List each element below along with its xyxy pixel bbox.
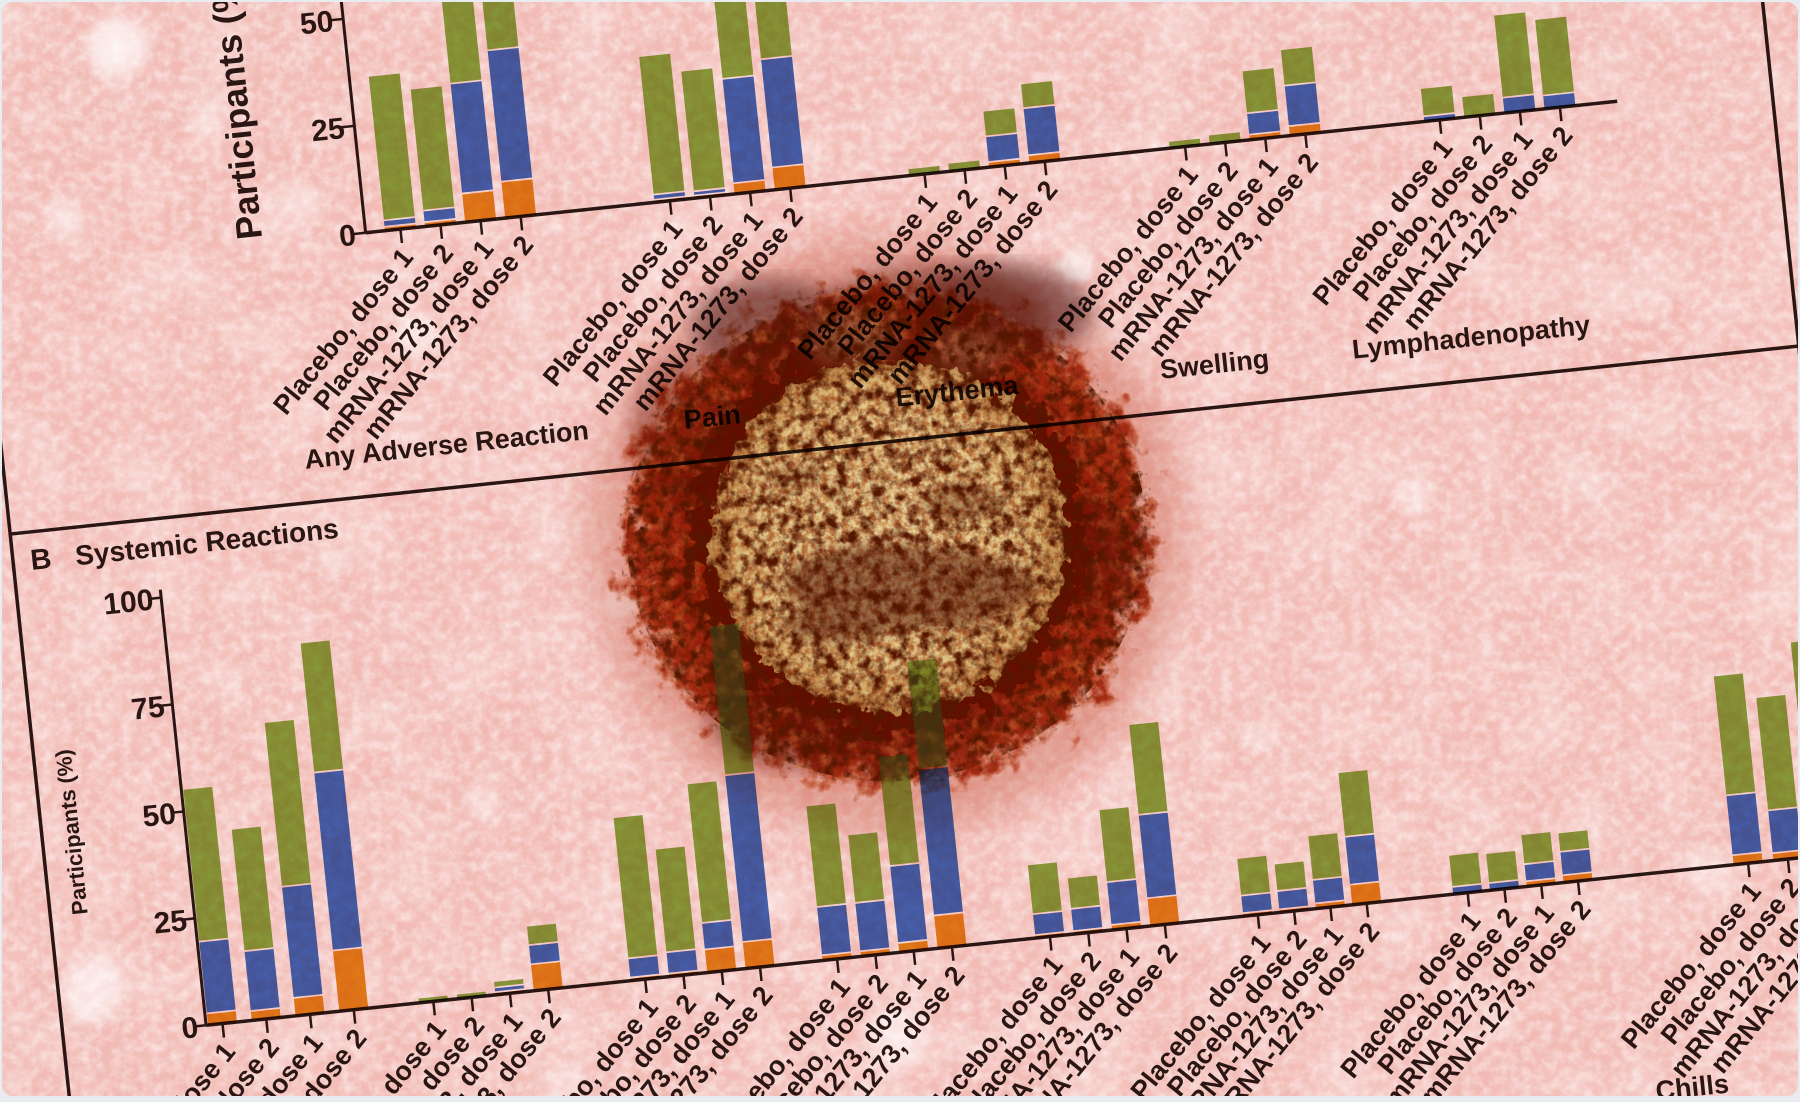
svg-text:50: 50	[298, 5, 335, 41]
svg-text:B: B	[29, 543, 53, 577]
svg-text:Pain: Pain	[682, 399, 742, 435]
svg-text:0: 0	[338, 219, 358, 254]
svg-text:25: 25	[152, 904, 189, 940]
svg-text:25: 25	[310, 112, 347, 148]
svg-text:50: 50	[141, 797, 178, 833]
svg-text:100: 100	[102, 584, 155, 622]
svg-text:0: 0	[180, 1011, 200, 1046]
svg-text:75: 75	[130, 690, 167, 726]
